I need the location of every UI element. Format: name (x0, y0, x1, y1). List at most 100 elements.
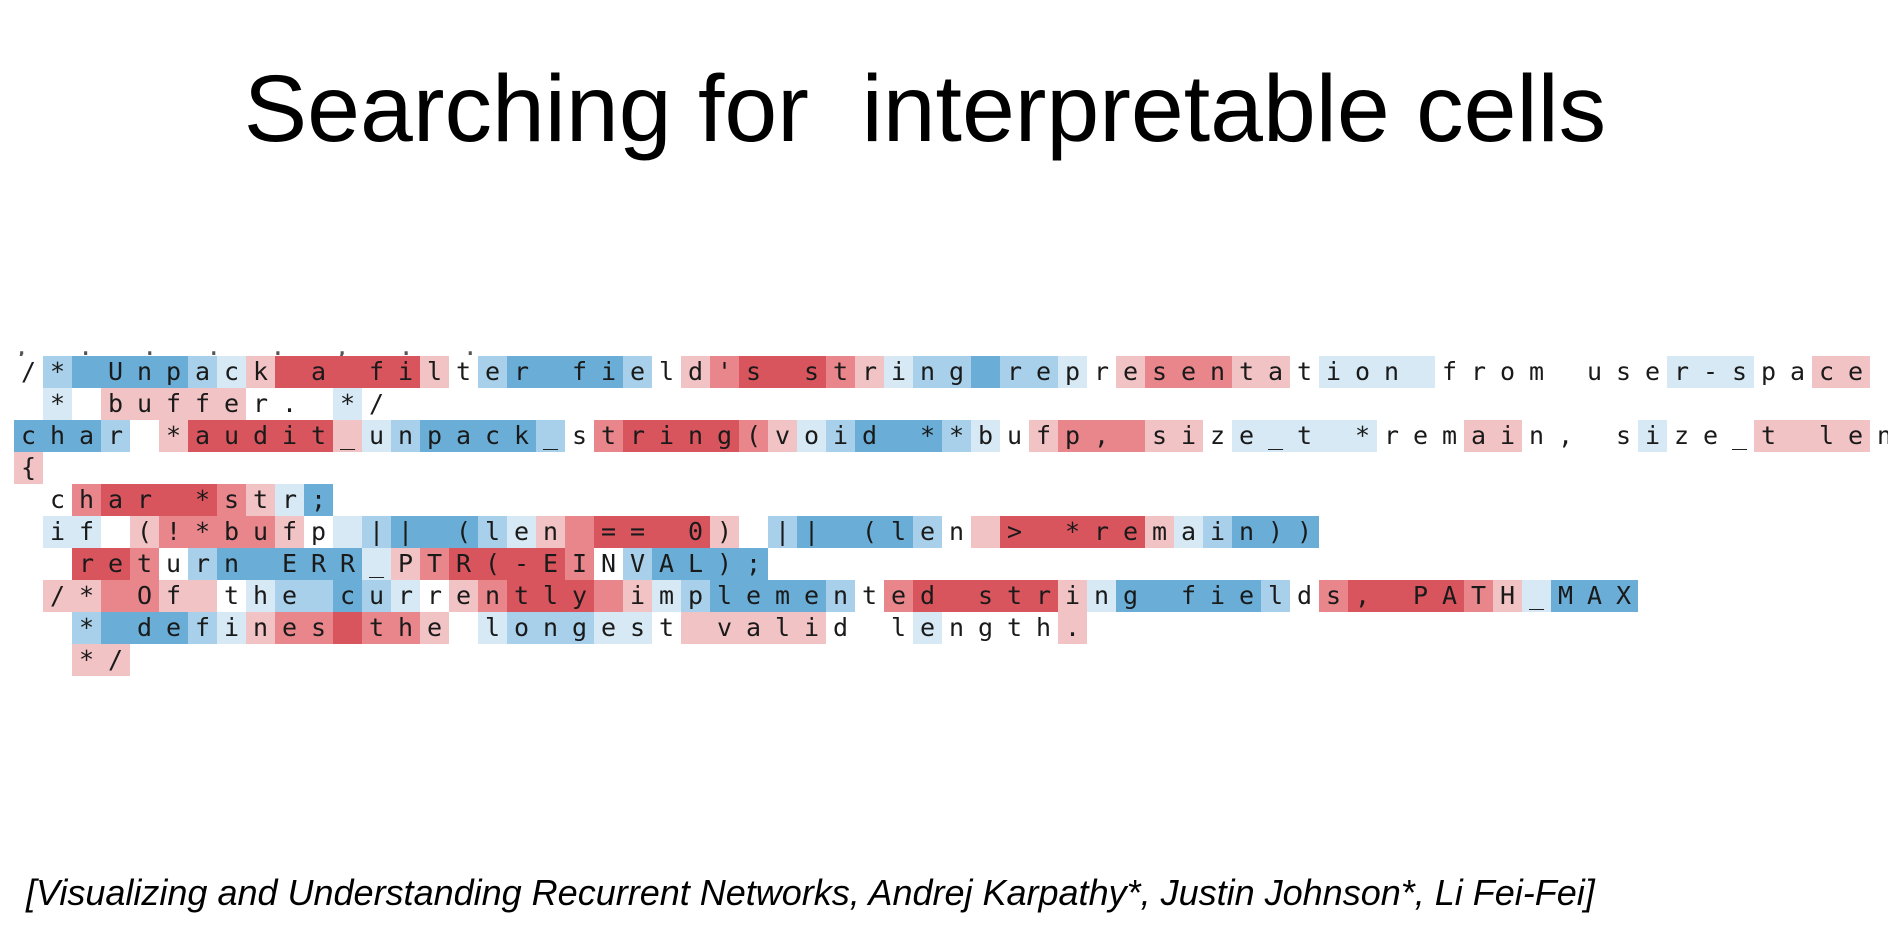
code-char: ) (1290, 516, 1319, 548)
code-char: * (913, 420, 942, 452)
code-char: c (217, 356, 246, 388)
code-char: f (362, 356, 391, 388)
code-char: e (1029, 356, 1058, 388)
code-char: y (565, 580, 594, 612)
code-char: * (188, 484, 217, 516)
code-char: r (101, 420, 130, 452)
code-char: * (159, 420, 188, 452)
code-char: T (1464, 580, 1493, 612)
code-char (188, 580, 217, 612)
code-char: i (623, 580, 652, 612)
code-char: s (797, 356, 826, 388)
code-char: 0 (681, 516, 710, 548)
code-char: r (1667, 356, 1696, 388)
code-char: * (72, 612, 101, 644)
code-char (333, 356, 362, 388)
code-char (14, 516, 43, 548)
code-char: I (565, 548, 594, 580)
code-char (14, 612, 43, 644)
code-char: t (130, 548, 159, 580)
code-char: m (1145, 516, 1174, 548)
code-char: d (681, 356, 710, 388)
code-char: l (1812, 420, 1841, 452)
code-char: ( (739, 420, 768, 452)
code-char (565, 516, 594, 548)
code-char: t (1290, 356, 1319, 388)
code-char: r (507, 356, 536, 388)
code-char (130, 420, 159, 452)
code-char: t (449, 356, 478, 388)
code-char: h (43, 420, 72, 452)
code-char (826, 516, 855, 548)
code-char (246, 548, 275, 580)
code-char: h (72, 484, 101, 516)
code-char: p (420, 420, 449, 452)
code-char: ; (739, 548, 768, 580)
code-char: d (855, 420, 884, 452)
code-char: s (1609, 420, 1638, 452)
code-char: e (797, 580, 826, 612)
code-char: u (1580, 356, 1609, 388)
code-char (942, 580, 971, 612)
code-char: e (478, 356, 507, 388)
code-char: e (739, 580, 768, 612)
code-char (1319, 420, 1348, 452)
code-char: t (652, 612, 681, 644)
code-char: a (1174, 516, 1203, 548)
code-char: e (217, 388, 246, 420)
code-char (43, 644, 72, 676)
code-char: g (565, 612, 594, 644)
code-char: i (1493, 420, 1522, 452)
code-char: M (1551, 580, 1580, 612)
code-char: ) (710, 548, 739, 580)
code-char: i (884, 356, 913, 388)
code-char (1145, 580, 1174, 612)
code-char (971, 356, 1000, 388)
code-char: r (1087, 516, 1116, 548)
code-char: f (1174, 580, 1203, 612)
code-char: e (1638, 356, 1667, 388)
code-char: a (739, 612, 768, 644)
code-char: u (362, 580, 391, 612)
code-line: { (14, 452, 1888, 484)
code-char (304, 580, 333, 612)
code-char: e (1232, 580, 1261, 612)
code-char: l (768, 612, 797, 644)
code-char: n (1377, 356, 1406, 388)
code-char: e (594, 612, 623, 644)
code-char: f (275, 516, 304, 548)
code-char: s (217, 484, 246, 516)
code-char (14, 548, 43, 580)
code-char: a (72, 420, 101, 452)
code-char (739, 516, 768, 548)
code-char: E (275, 548, 304, 580)
code-char (681, 612, 710, 644)
code-char: f (565, 356, 594, 388)
code-char: e (159, 612, 188, 644)
code-char: n (826, 580, 855, 612)
code-char: R (333, 548, 362, 580)
code-char: O (130, 580, 159, 612)
code-char: m (652, 580, 681, 612)
code-char: r (275, 484, 304, 516)
code-char: c (333, 580, 362, 612)
code-char: e (420, 612, 449, 644)
code-char: i (1638, 420, 1667, 452)
code-char: E (536, 548, 565, 580)
code-char: n (1087, 580, 1116, 612)
code-char: A (1580, 580, 1609, 612)
code-char: l (478, 612, 507, 644)
code-char: i (1203, 580, 1232, 612)
code-char (101, 516, 130, 548)
code-char: a (1464, 420, 1493, 452)
code-char: ( (855, 516, 884, 548)
code-char: g (1116, 580, 1145, 612)
code-char: ' (710, 356, 739, 388)
code-char: b (217, 516, 246, 548)
code-char: * (1058, 516, 1087, 548)
code-char: o (507, 612, 536, 644)
code-char: i (1203, 516, 1232, 548)
